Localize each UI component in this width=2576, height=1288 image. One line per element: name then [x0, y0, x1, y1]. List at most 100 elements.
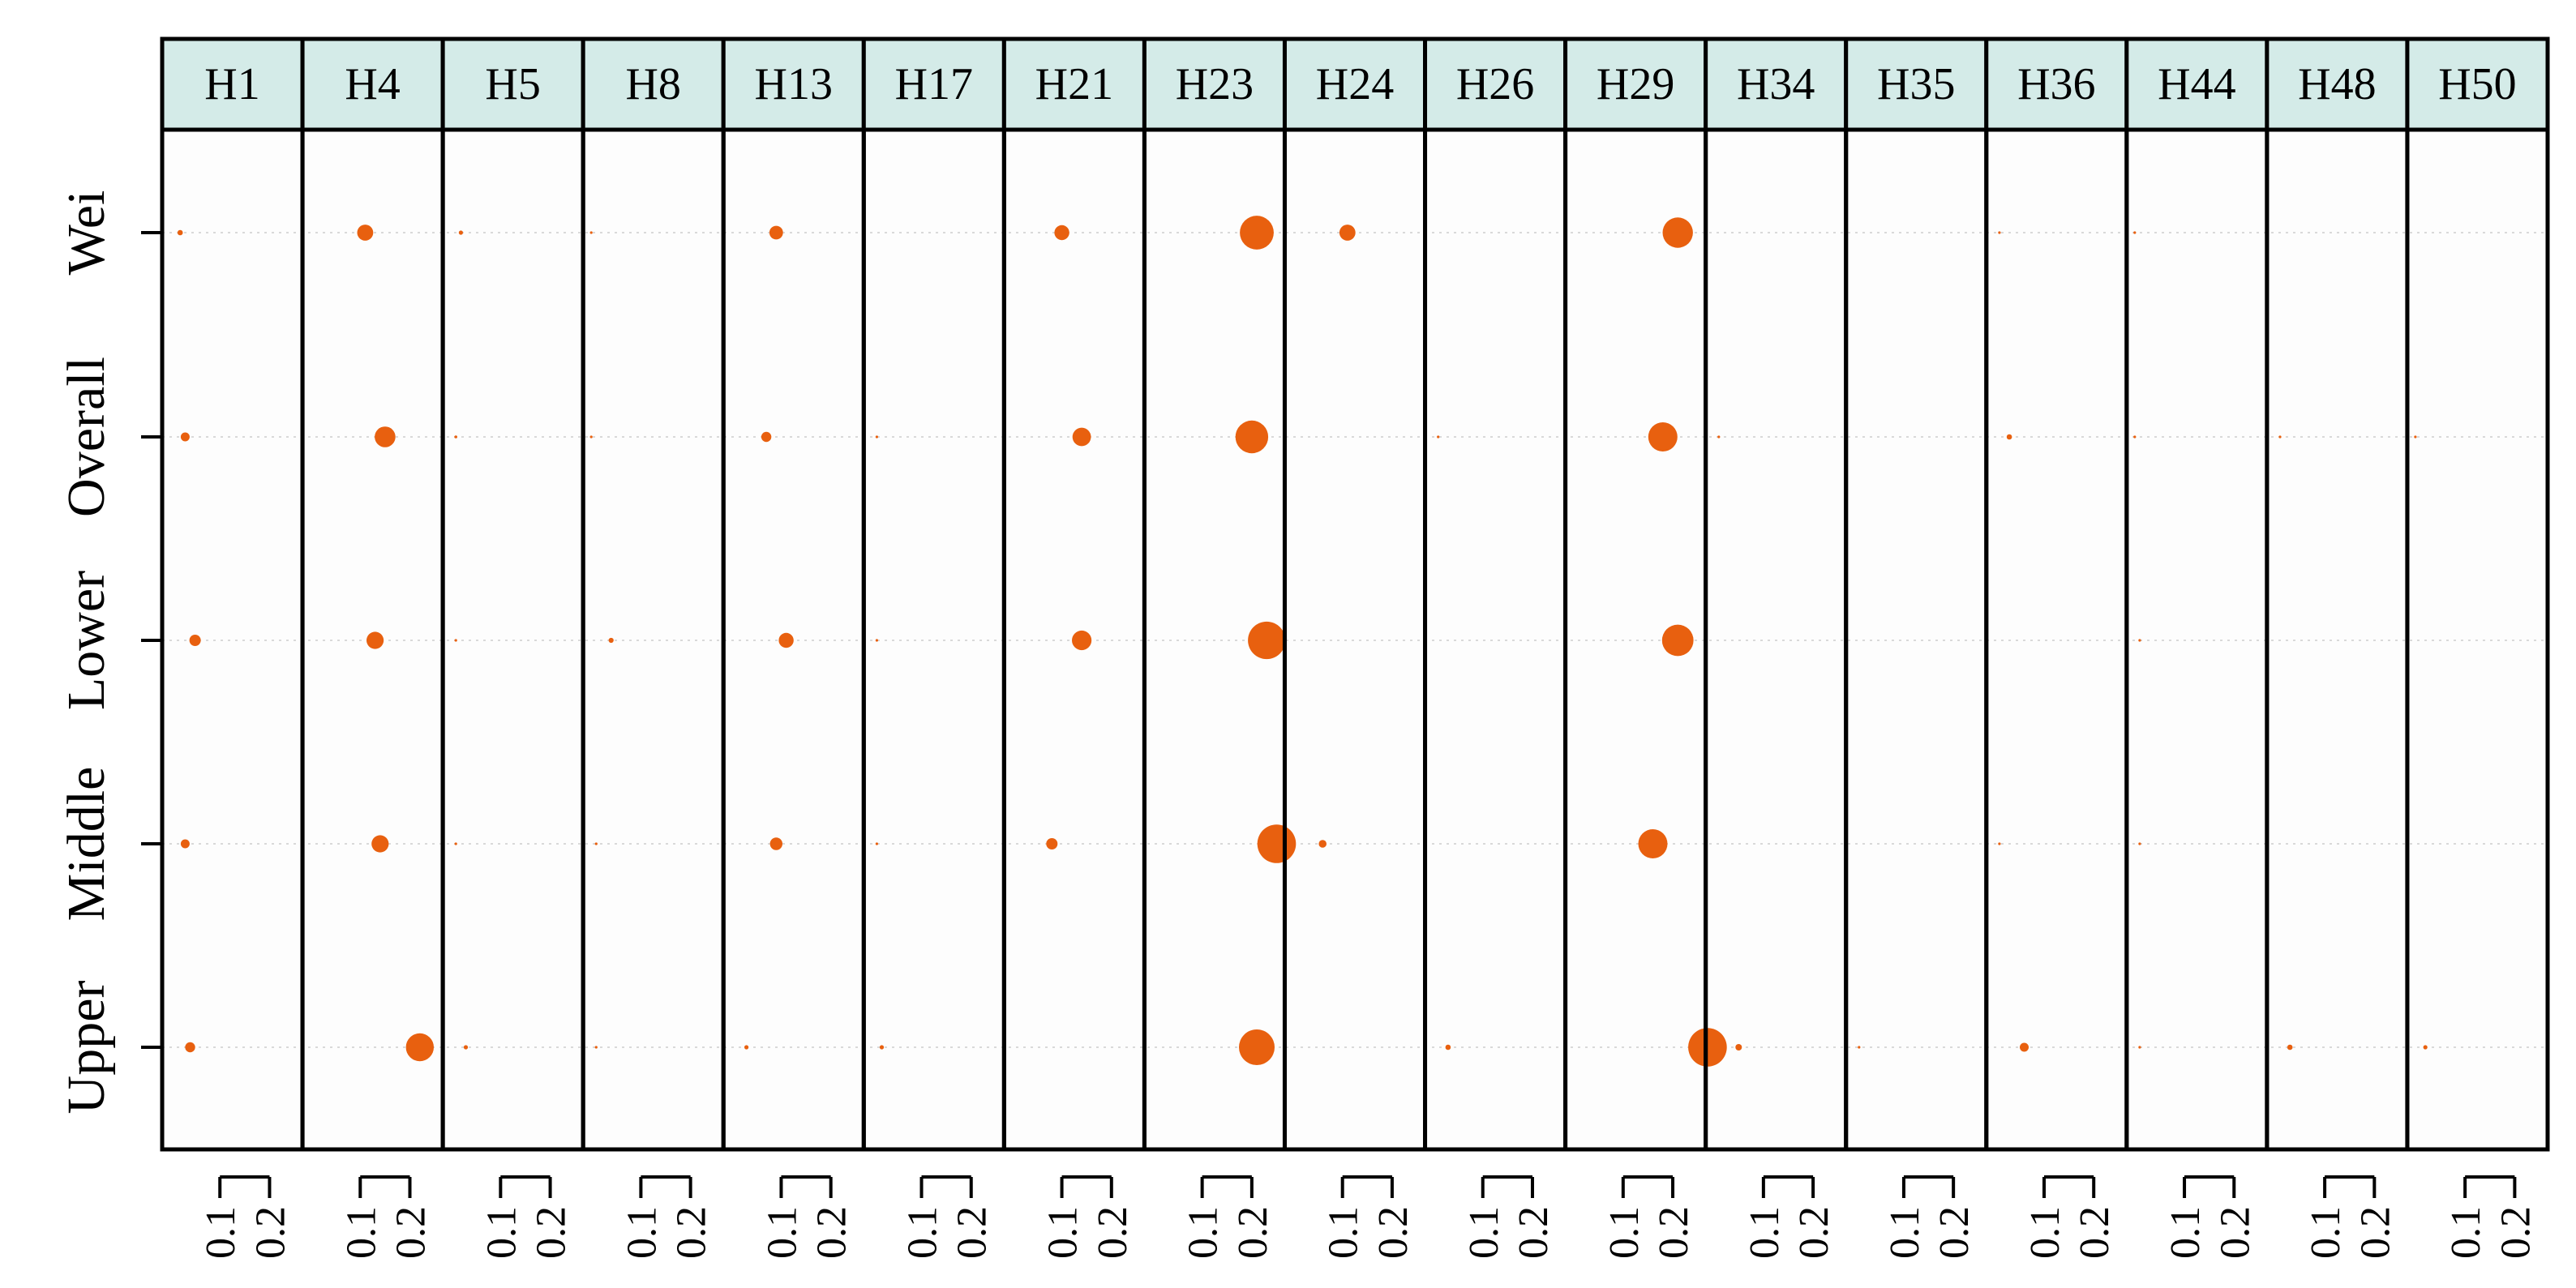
x-tick-label: 0.2 [2492, 1206, 2539, 1259]
panel-strip-label: H8 [625, 59, 680, 109]
x-tick-label: 0.2 [1511, 1206, 1557, 1259]
panel-strip-label: H5 [485, 59, 540, 109]
panel-strip-label: H17 [895, 59, 973, 109]
panel-strip-label: H24 [1316, 59, 1394, 109]
panel-background [1425, 130, 1566, 1149]
data-point [589, 231, 593, 234]
data-point [177, 229, 183, 236]
data-point [1717, 435, 1721, 439]
data-point [1257, 824, 1297, 863]
row-label: Upper [57, 981, 116, 1115]
data-point [1339, 225, 1356, 241]
data-point [189, 635, 201, 646]
panel-strip-label: H26 [1456, 59, 1534, 109]
x-tick-label: 0.1 [1601, 1206, 1648, 1259]
y-axis: Wei Overall Lower Middle Upper [57, 190, 162, 1115]
data-point [2133, 231, 2137, 234]
data-point [879, 1045, 885, 1050]
x-tick-label: 0.1 [2443, 1206, 2489, 1259]
x-tick-label: 0.1 [338, 1206, 384, 1259]
data-point [458, 230, 464, 235]
data-point [454, 435, 457, 439]
data-point [875, 435, 878, 439]
panel-strip [2265, 36, 2410, 132]
x-tick-label: 0.2 [1651, 1206, 1697, 1259]
data-point [375, 426, 396, 447]
data-point [180, 432, 190, 442]
data-point [875, 639, 878, 642]
x-tick-label: 0.1 [2162, 1206, 2209, 1259]
panel-background [1845, 130, 1987, 1149]
panel-strip-label: H29 [1597, 59, 1674, 109]
data-point [2138, 639, 2141, 642]
data-point [875, 842, 878, 845]
x-tick-label: 0.2 [809, 1206, 855, 1259]
data-point [778, 632, 794, 648]
panel-strip [861, 36, 1006, 132]
data-point [366, 631, 384, 649]
data-point [1648, 422, 1678, 451]
data-point [744, 1045, 749, 1050]
data-point [2020, 1042, 2029, 1052]
panel-strip-label: H13 [755, 59, 833, 109]
row-label: Overall [57, 357, 116, 517]
data-point [1638, 829, 1668, 858]
x-tick-label: 0.2 [1090, 1206, 1136, 1259]
row-label: Wei [57, 190, 116, 276]
data-point [1858, 1046, 1861, 1049]
panel-strips: H1 H4 H5 H8 H13 H17 H21 H23 H24 H26 H29 H34 H35 H36 H4… [160, 36, 2550, 132]
x-tick-label: 0.2 [2352, 1206, 2398, 1259]
panel-strip-label: H4 [345, 59, 400, 109]
data-point [454, 639, 457, 642]
data-point [1661, 624, 1694, 657]
x-tick-label: 0.2 [2072, 1206, 2118, 1259]
x-tick-label: 0.2 [669, 1206, 715, 1259]
x-tick-label: 0.2 [949, 1206, 996, 1259]
data-point [608, 637, 614, 644]
row-label: Middle [57, 767, 116, 922]
data-point [1248, 621, 1286, 660]
data-point [185, 1042, 195, 1053]
x-tick-label: 0.2 [529, 1206, 575, 1259]
x-tick-label: 0.2 [1791, 1206, 1837, 1259]
data-point [2138, 1046, 2141, 1049]
x-tick-label: 0.1 [900, 1206, 946, 1259]
x-tick-label: 0.2 [247, 1206, 294, 1259]
data-point [357, 225, 374, 241]
data-point [1240, 216, 1274, 250]
data-point [1735, 1044, 1742, 1051]
panel-strip [1984, 36, 2129, 132]
panel-strip-label: H50 [2438, 59, 2516, 109]
panel-strip-label: H36 [2017, 59, 2095, 109]
x-tick-label: 0.1 [2303, 1206, 2349, 1259]
x-tick-label: 0.1 [1742, 1206, 1788, 1259]
data-point [1318, 840, 1327, 848]
panel-strip-label: H34 [1737, 59, 1815, 109]
panel-strip [1704, 36, 1849, 132]
data-point [1235, 420, 1269, 454]
data-point [405, 1033, 434, 1062]
x-tick-label: 0.1 [1461, 1206, 1507, 1259]
x-tick-label: 0.1 [1321, 1206, 1367, 1259]
data-point [454, 842, 457, 845]
row-label: Lower [57, 571, 116, 710]
panel-strip-label: H1 [204, 59, 259, 109]
data-point [769, 837, 782, 850]
data-point [594, 842, 598, 845]
x-tick-label: 0.1 [198, 1206, 244, 1259]
x-tick-label: 0.2 [388, 1206, 435, 1259]
panel-background [162, 130, 303, 1149]
x-tick-label: 0.1 [478, 1206, 525, 1259]
panel-strip-label: H44 [2158, 59, 2235, 109]
x-tick-label: 0.1 [1882, 1206, 1928, 1259]
data-point [2423, 1045, 2428, 1050]
x-tick-label: 0.1 [1040, 1206, 1087, 1259]
panel-strip [1142, 36, 1287, 132]
data-point [2278, 435, 2282, 439]
x-tick-label: 0.1 [619, 1206, 665, 1259]
data-point [2414, 435, 2417, 439]
panel-strip [1563, 36, 1708, 132]
panel-strip-label: H23 [1176, 59, 1254, 109]
data-point [1445, 1044, 1451, 1051]
